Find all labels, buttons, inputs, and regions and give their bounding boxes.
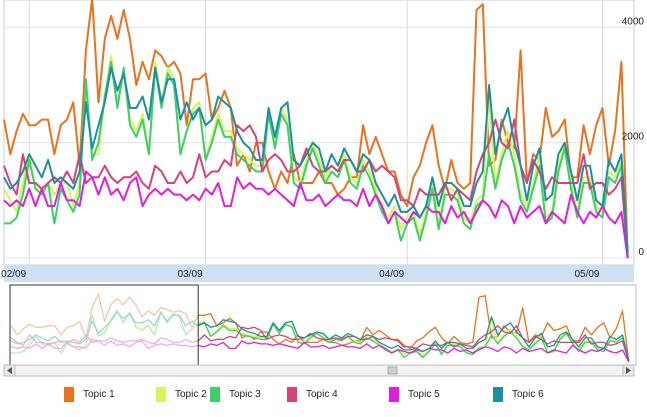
series-line-topic-6	[3, 66, 629, 253]
legend-label: Topic 3	[229, 388, 261, 400]
x-tick-label: 05/09	[574, 269, 599, 280]
legend-item-topic-4[interactable]: Topic 4	[287, 384, 338, 404]
legend-swatch	[287, 386, 297, 402]
main-series-lines	[3, 0, 629, 259]
legend-item-topic-6[interactable]: Topic 6	[493, 384, 544, 404]
chevron-right-icon	[626, 367, 631, 374]
x-axis-ticks: 02/09 03/09 04/09 05/09	[1, 269, 600, 280]
legend-item-topic-5[interactable]: Topic 5	[389, 384, 440, 404]
y-tick-label: 4000	[622, 16, 645, 27]
legend-swatch	[493, 386, 503, 402]
legend-item-topic-3[interactable]: Topic 3	[210, 384, 261, 404]
legend-label: Topic 4	[306, 388, 338, 400]
legend-item-topic-1[interactable]: Topic 1	[64, 384, 115, 404]
x-tick-label: 03/09	[178, 269, 203, 280]
y-tick-label: 0	[638, 247, 644, 258]
navigator-unselected-mask	[10, 285, 199, 365]
legend-label: Topic 2	[175, 388, 207, 400]
legend-label: Topic 1	[83, 388, 115, 400]
x-tick-label: 02/09	[1, 269, 26, 280]
legend-swatch	[389, 386, 399, 402]
legend-swatch	[156, 386, 166, 402]
main-grid	[4, 0, 634, 282]
series-line-topic-5	[3, 170, 629, 259]
y-axis-ticks: 4000 2000 0	[622, 16, 645, 258]
legend: Topic 1 Topic 2 Topic 3 Topic 4 Topic 5 Topic…	[0, 380, 647, 410]
legend-swatch	[210, 386, 220, 402]
series-line-topic-1	[3, 0, 629, 259]
series-line-topic-3	[4, 60, 629, 259]
series-line-topic-4	[3, 118, 629, 259]
y-tick-label: 2000	[622, 132, 645, 143]
legend-swatch	[64, 386, 74, 402]
scrollbar-track[interactable]	[3, 364, 635, 377]
x-axis-band	[4, 265, 634, 282]
chevron-left-icon	[7, 367, 12, 374]
legend-item-topic-2[interactable]: Topic 2	[156, 384, 207, 404]
legend-label: Topic 6	[512, 388, 544, 400]
scrollbar-thumb[interactable]	[387, 366, 398, 375]
legend-label: Topic 5	[408, 388, 440, 400]
x-tick-label: 04/09	[379, 269, 404, 280]
main-plot-area	[3, 0, 635, 266]
